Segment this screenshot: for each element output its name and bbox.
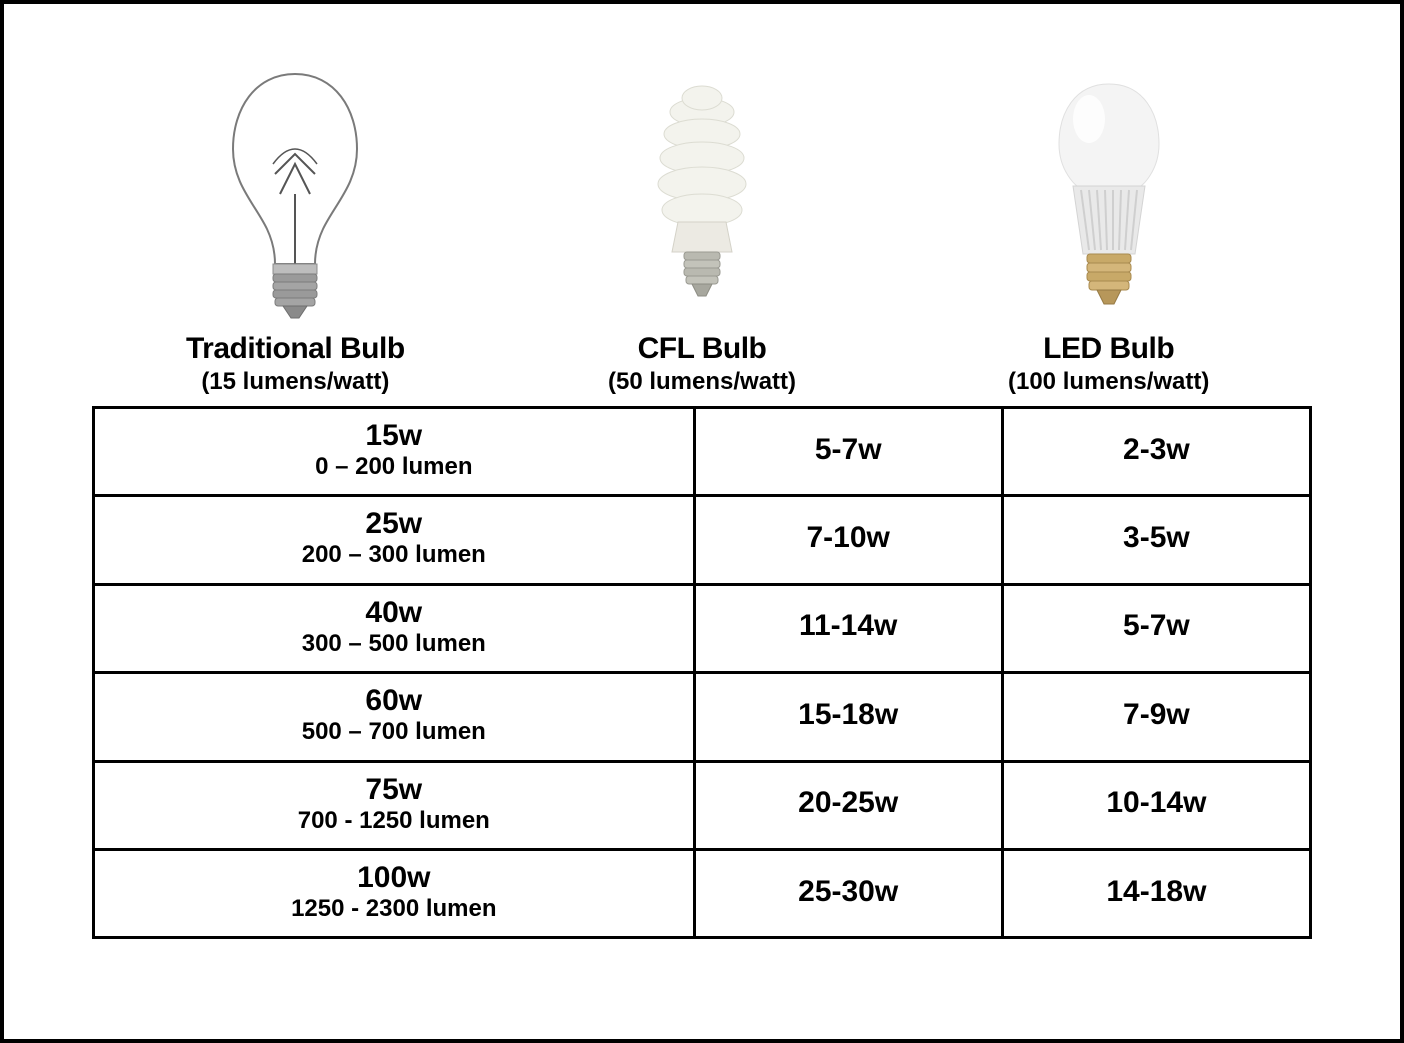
cell-value: 2-3w [1008, 433, 1305, 467]
cell-watts: 40w [99, 596, 689, 629]
column-led: LED Bulb (100 lumens/watt) [905, 64, 1312, 396]
comparison-table: 15w 0 – 200 lumen 5-7w 2-3w 25w 200 – 30… [92, 406, 1312, 939]
cell-traditional: 75w 700 - 1250 lumen [94, 761, 695, 849]
column-subtitle-cfl: (50 lumens/watt) [499, 368, 906, 396]
cell-cfl: 5-7w [694, 408, 1002, 496]
cell-value: 5-7w [1008, 609, 1305, 643]
cell-lumens: 300 – 500 lumen [99, 631, 689, 657]
cell-traditional: 25w 200 – 300 lumen [94, 496, 695, 584]
table-row: 40w 300 – 500 lumen 11-14w 5-7w [94, 584, 1311, 672]
cell-value: 10-14w [1008, 786, 1305, 820]
column-subtitle-led: (100 lumens/watt) [905, 368, 1312, 396]
cell-watts: 75w [99, 773, 689, 806]
cell-watts: 100w [99, 861, 689, 894]
cell-value: 25-30w [700, 875, 997, 909]
cell-led: 3-5w [1002, 496, 1310, 584]
cell-value: 7-10w [700, 521, 997, 555]
column-title-traditional: Traditional Bulb [92, 332, 499, 366]
cell-lumens: 200 – 300 lumen [99, 542, 689, 568]
cell-value: 15-18w [700, 698, 997, 732]
cell-lumens: 700 - 1250 lumen [99, 808, 689, 834]
cell-watts: 60w [99, 684, 689, 717]
cell-value: 3-5w [1008, 521, 1305, 555]
led-bulb-icon [905, 64, 1312, 324]
cell-value: 14-18w [1008, 875, 1305, 909]
cell-value: 7-9w [1008, 698, 1305, 732]
column-cfl: CFL Bulb (50 lumens/watt) [499, 64, 906, 396]
column-title-cfl: CFL Bulb [499, 332, 906, 366]
column-subtitle-traditional: (15 lumens/watt) [92, 368, 499, 396]
cell-led: 14-18w [1002, 849, 1310, 937]
cell-traditional: 100w 1250 - 2300 lumen [94, 849, 695, 937]
cfl-bulb-icon [499, 64, 906, 324]
comparison-table-body: 15w 0 – 200 lumen 5-7w 2-3w 25w 200 – 30… [94, 408, 1311, 938]
cell-lumens: 0 – 200 lumen [99, 454, 689, 480]
cell-watts: 15w [99, 419, 689, 452]
column-title-led: LED Bulb [905, 332, 1312, 366]
cell-cfl: 25-30w [694, 849, 1002, 937]
cell-led: 2-3w [1002, 408, 1310, 496]
cell-value: 20-25w [700, 786, 997, 820]
table-row: 60w 500 – 700 lumen 15-18w 7-9w [94, 673, 1311, 761]
column-traditional: Traditional Bulb (15 lumens/watt) [92, 64, 499, 396]
header-row: Traditional Bulb (15 lumens/watt) [92, 64, 1312, 396]
table-row: 25w 200 – 300 lumen 7-10w 3-5w [94, 496, 1311, 584]
cell-led: 7-9w [1002, 673, 1310, 761]
cell-traditional: 15w 0 – 200 lumen [94, 408, 695, 496]
table-row: 100w 1250 - 2300 lumen 25-30w 14-18w [94, 849, 1311, 937]
cell-lumens: 500 – 700 lumen [99, 719, 689, 745]
incandescent-bulb-icon [92, 64, 499, 324]
cell-traditional: 40w 300 – 500 lumen [94, 584, 695, 672]
cell-cfl: 15-18w [694, 673, 1002, 761]
cell-lumens: 1250 - 2300 lumen [99, 896, 689, 922]
page-frame: Traditional Bulb (15 lumens/watt) [0, 0, 1404, 1043]
cell-watts: 25w [99, 507, 689, 540]
cell-cfl: 20-25w [694, 761, 1002, 849]
table-row: 15w 0 – 200 lumen 5-7w 2-3w [94, 408, 1311, 496]
table-row: 75w 700 - 1250 lumen 20-25w 10-14w [94, 761, 1311, 849]
cell-value: 11-14w [700, 609, 997, 643]
cell-cfl: 7-10w [694, 496, 1002, 584]
cell-traditional: 60w 500 – 700 lumen [94, 673, 695, 761]
cell-value: 5-7w [700, 433, 997, 467]
cell-led: 5-7w [1002, 584, 1310, 672]
cell-cfl: 11-14w [694, 584, 1002, 672]
cell-led: 10-14w [1002, 761, 1310, 849]
